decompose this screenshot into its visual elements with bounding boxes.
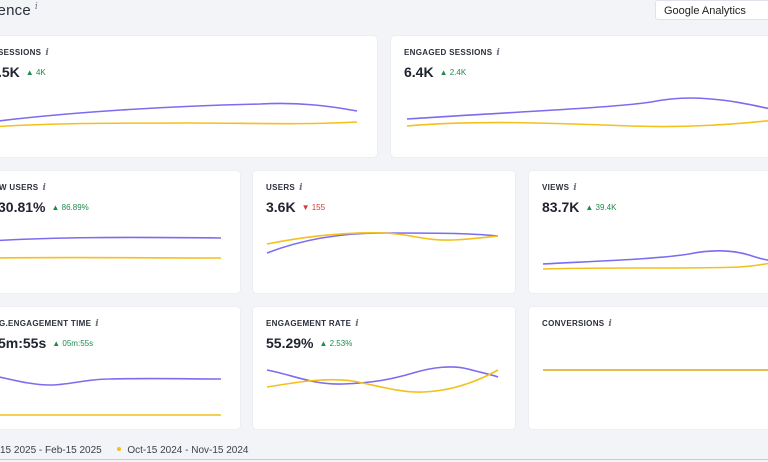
divider bbox=[0, 459, 768, 460]
info-icon[interactable]: i bbox=[42, 183, 47, 193]
card-value: 5m:55s bbox=[0, 335, 47, 351]
sessions-sparkline bbox=[0, 102, 358, 128]
card-value: 3.6K bbox=[266, 199, 296, 215]
delta-badge: ▲ 86.89% bbox=[51, 203, 89, 212]
previous-period-line bbox=[266, 369, 499, 393]
legend-current-period[interactable]: 15 2025 - Feb-15 2025 bbox=[0, 445, 102, 456]
views-card: VIEWS i 83.7K ▲ 39.4K bbox=[529, 171, 768, 293]
info-icon[interactable]: i bbox=[299, 183, 303, 193]
delta-badge: ▲ 2.53% bbox=[319, 339, 353, 348]
engaged-sessions-card: ENGAGED SESSIONS i 6.4K ▲ 2.4K bbox=[391, 36, 768, 157]
page-title: iencei bbox=[0, 2, 38, 19]
info-icon[interactable]: i bbox=[34, 2, 38, 12]
conversions-card: CONVERSIONS i bbox=[529, 307, 768, 429]
info-icon[interactable]: i bbox=[573, 183, 578, 193]
legend-previous-dot-icon bbox=[116, 447, 121, 452]
card-label: ENGAGEMENT RATE bbox=[266, 319, 352, 328]
legend-previous-period[interactable]: Oct-15 2024 - Nov-15 2024 bbox=[127, 445, 249, 456]
sessions-card: SESSIONS i .5K ▲ 4K bbox=[0, 36, 377, 157]
current-period-line bbox=[266, 366, 499, 385]
current-period-line bbox=[406, 97, 768, 120]
info-icon[interactable]: i bbox=[355, 319, 359, 329]
previous-period-line bbox=[542, 262, 768, 270]
card-label: W USERS bbox=[0, 183, 39, 192]
current-period-line bbox=[542, 249, 768, 265]
card-label: ENGAGED SESSIONS bbox=[404, 48, 493, 57]
avg-engagement-time-sparkline bbox=[0, 376, 222, 416]
data-source-select[interactable]: Google Analytics bbox=[655, 0, 768, 20]
delta-badge: ▲ 2.4K bbox=[439, 68, 467, 77]
new-users-sparkline bbox=[0, 236, 222, 259]
card-label: USERS bbox=[266, 183, 296, 192]
previous-period-line bbox=[406, 119, 768, 128]
delta-badge: ▲ 4K bbox=[25, 68, 46, 77]
users-card: USERS i 3.6K ▼ 155 bbox=[253, 171, 515, 293]
card-label: SESSIONS bbox=[0, 48, 42, 57]
info-icon[interactable]: i bbox=[496, 48, 501, 58]
info-icon[interactable]: i bbox=[45, 48, 50, 58]
card-label: G.ENGAGEMENT TIME bbox=[0, 319, 92, 328]
conversions-sparkline bbox=[543, 369, 768, 371]
card-value: 55.29% bbox=[266, 335, 314, 351]
card-value: 6.4K bbox=[404, 64, 434, 80]
avg-engagement-time-card: G.ENGAGEMENT TIME i 5m:55s ▲ 05m:55s bbox=[0, 307, 240, 429]
card-value: .5K bbox=[0, 64, 20, 80]
current-period-line bbox=[266, 232, 499, 254]
chart-legend: 15 2025 - Feb-15 2025 Oct-15 2024 - Nov-… bbox=[0, 445, 249, 456]
previous-period-line bbox=[0, 121, 358, 128]
info-icon[interactable]: i bbox=[608, 319, 613, 329]
card-label: VIEWS bbox=[542, 183, 570, 192]
info-icon[interactable]: i bbox=[95, 319, 99, 329]
engagement-rate-card: ENGAGEMENT RATE i 55.29% ▲ 2.53% bbox=[253, 307, 515, 429]
current-period-line bbox=[0, 236, 222, 242]
engagement-rate-sparkline bbox=[266, 366, 499, 393]
engaged-sessions-sparkline bbox=[406, 97, 768, 128]
new-users-card: W USERS i 30.81% ▲ 86.89% bbox=[0, 171, 240, 293]
card-label: CONVERSIONS bbox=[542, 319, 605, 328]
views-sparkline bbox=[542, 249, 768, 270]
current-period-line bbox=[0, 376, 222, 386]
current-period-line bbox=[0, 102, 358, 122]
delta-badge: ▼ 155 bbox=[301, 203, 326, 212]
previous-period-line bbox=[266, 232, 499, 245]
users-sparkline bbox=[266, 232, 499, 254]
card-value: 83.7K bbox=[542, 199, 580, 215]
card-value: 30.81% bbox=[0, 199, 46, 215]
delta-badge: ▲ 05m:55s bbox=[52, 339, 94, 348]
delta-badge: ▲ 39.4K bbox=[585, 203, 617, 212]
